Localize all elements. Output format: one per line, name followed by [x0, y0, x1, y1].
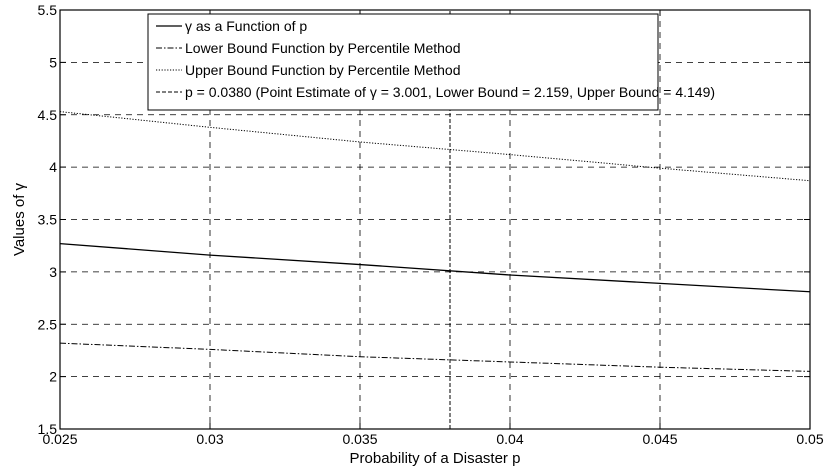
y-axis-label: Values of γ [11, 182, 28, 256]
x-tick-label: 0.05 [796, 431, 823, 447]
x-tick-label: 0.035 [342, 431, 377, 447]
y-tick-label: 5.5 [38, 2, 58, 18]
series-line-1 [59, 242, 811, 293]
legend-label: Upper Bound Function by Percentile Metho… [185, 62, 461, 78]
x-tick-label: 0.045 [642, 431, 677, 447]
y-tick-label: 4 [49, 159, 57, 175]
legend-box [147, 13, 659, 111]
y-tick-label: 5 [49, 54, 57, 70]
y-tick-label: 3.5 [38, 212, 58, 228]
y-tick-label: 3 [49, 264, 57, 280]
grid [60, 10, 810, 429]
x-tick-label: 0.025 [42, 431, 77, 447]
ticks: 0.025 0.03 0.035 0.04 0.045 0.05 1.5 2 2.5 3 3.5 4 4… [38, 2, 824, 447]
legend-label: γ as a Function of p [185, 18, 307, 34]
y-tick-label: 2.5 [38, 316, 58, 332]
y-tick-label: 4.5 [38, 107, 58, 123]
y-tick-label: 2 [49, 369, 57, 385]
x-tick-label: 0.04 [496, 431, 523, 447]
legend-label: Lower Bound Function by Percentile Metho… [185, 40, 461, 56]
series-line-2 [59, 342, 811, 372]
legend-label: p = 0.0380 (Point Estimate of γ = 3.001,… [185, 84, 715, 100]
x-axis-label: Probability of a Disaster p [350, 450, 521, 467]
y-tick-label: 1.5 [38, 421, 58, 437]
legend: γ as a Function of p Lower Bound Function… [147, 13, 715, 111]
series-line-3 [59, 111, 811, 182]
x-tick-label: 0.03 [196, 431, 223, 447]
